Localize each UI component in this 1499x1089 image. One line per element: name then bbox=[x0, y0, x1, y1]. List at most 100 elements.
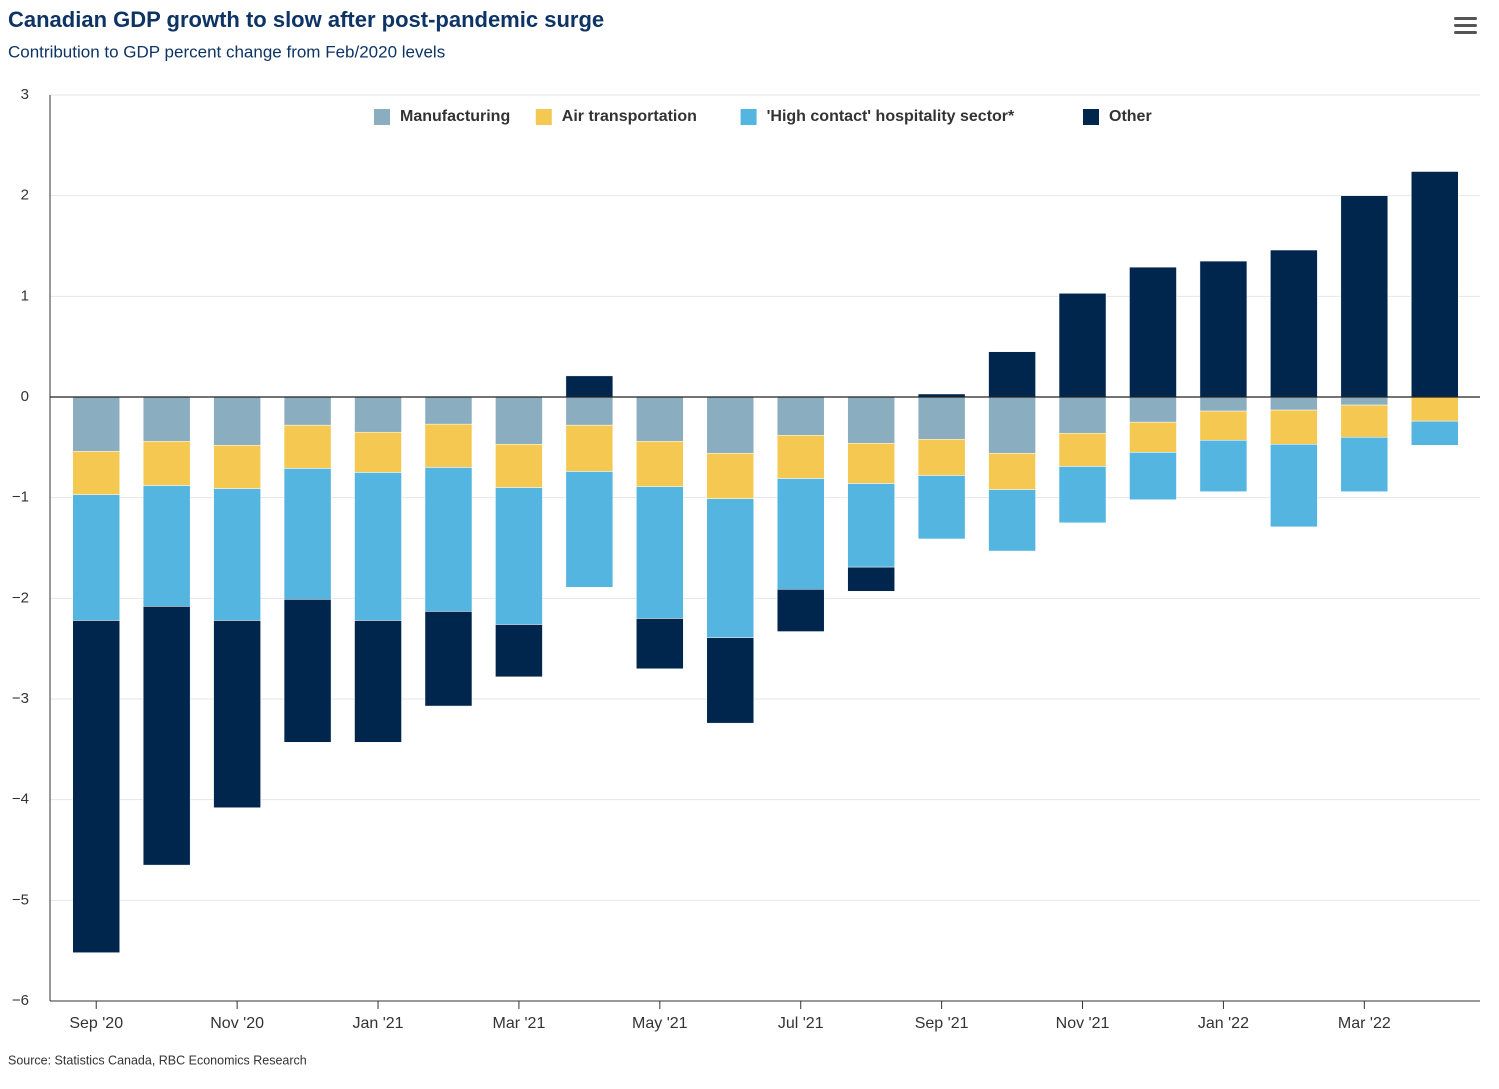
y-tick-label: 1 bbox=[21, 287, 29, 304]
bar-segment bbox=[495, 624, 543, 678]
x-tick-label: Mar '22 bbox=[1338, 1015, 1391, 1032]
bar-segment bbox=[72, 620, 120, 953]
bar-segment bbox=[917, 439, 966, 476]
x-tick-label: Jan '22 bbox=[1198, 1015, 1249, 1032]
bar-segment bbox=[283, 599, 332, 743]
y-tick-label: −6 bbox=[12, 992, 29, 1009]
bar-segment bbox=[1199, 396, 1248, 412]
bar-segment bbox=[706, 396, 755, 454]
x-tick-label: Jul '21 bbox=[778, 1015, 824, 1032]
bar-segment bbox=[706, 498, 755, 638]
bar-segment bbox=[776, 589, 825, 632]
bar-segment bbox=[495, 444, 543, 488]
bar-segment bbox=[636, 618, 684, 670]
bar-segment bbox=[565, 471, 614, 588]
bar-segment bbox=[1270, 249, 1318, 398]
x-tick-label: Jan '21 bbox=[352, 1015, 403, 1032]
bar-segment bbox=[636, 396, 684, 442]
y-tick-label: −3 bbox=[12, 690, 29, 707]
x-tick-label: Nov '20 bbox=[210, 1015, 264, 1032]
bar-segment bbox=[776, 435, 825, 479]
bar-segment bbox=[847, 483, 895, 568]
legend-label: Air transportation bbox=[562, 108, 697, 125]
bar-segment bbox=[142, 396, 191, 442]
bar-segment bbox=[917, 475, 966, 540]
bar-segment bbox=[988, 489, 1036, 552]
bar-segment bbox=[1058, 432, 1107, 467]
legend-label: 'High contact' hospitality sector* bbox=[767, 108, 1015, 125]
bar-segment bbox=[424, 423, 473, 468]
y-tick-label: 2 bbox=[21, 187, 29, 204]
bar-segment bbox=[1270, 409, 1318, 445]
bar-segment bbox=[72, 494, 120, 621]
bar-segment bbox=[283, 424, 332, 469]
bar-segment bbox=[142, 441, 191, 486]
bar-segment bbox=[354, 431, 402, 473]
bar-segment bbox=[1129, 396, 1177, 423]
x-tick-label: May '21 bbox=[632, 1015, 688, 1032]
bar-segment bbox=[213, 445, 261, 489]
bar-segment bbox=[424, 611, 473, 707]
y-tick-label: 3 bbox=[21, 86, 29, 103]
bar-segment bbox=[1411, 420, 1459, 446]
bar-segment bbox=[565, 375, 614, 398]
menu-line bbox=[1454, 24, 1477, 27]
bar-segment bbox=[1199, 440, 1248, 492]
y-tick-label: −2 bbox=[12, 589, 29, 606]
bar-segment bbox=[706, 637, 755, 724]
bar-segment bbox=[142, 606, 191, 866]
bar-segment bbox=[1411, 171, 1459, 398]
bar-segment bbox=[354, 396, 402, 433]
bar-segment bbox=[1270, 444, 1318, 528]
bar-segment bbox=[495, 487, 543, 625]
bar-segment bbox=[565, 396, 614, 426]
source-note: Source: Statistics Canada, RBC Economics… bbox=[8, 1053, 307, 1067]
x-tick-label: Sep '20 bbox=[69, 1015, 123, 1032]
bar-segment bbox=[1058, 293, 1107, 398]
bar-segment bbox=[1340, 437, 1389, 492]
legend-swatch bbox=[374, 109, 390, 125]
y-tick-label: 0 bbox=[21, 388, 29, 405]
bar-segment bbox=[636, 441, 684, 487]
bar-segment bbox=[1270, 396, 1318, 411]
bar-segment bbox=[1199, 260, 1248, 398]
y-tick-label: −4 bbox=[12, 791, 29, 808]
y-tick-label: −5 bbox=[12, 891, 29, 908]
bar-segment bbox=[847, 443, 895, 484]
bar-segment bbox=[495, 396, 543, 445]
bar-segment bbox=[213, 488, 261, 621]
bar-segment bbox=[636, 486, 684, 619]
legend-swatch bbox=[535, 109, 552, 125]
bar-segment bbox=[776, 478, 825, 590]
bar-segment bbox=[1199, 410, 1248, 441]
bar-segment bbox=[847, 396, 895, 444]
bar-segment bbox=[1058, 396, 1107, 434]
bar-segment bbox=[1340, 396, 1389, 406]
bar-segment bbox=[988, 351, 1036, 398]
bar-segment bbox=[72, 451, 120, 495]
bar-segment bbox=[213, 620, 261, 808]
legend-label: Other bbox=[1109, 108, 1152, 125]
bar-segment bbox=[213, 396, 261, 446]
menu-button[interactable] bbox=[1450, 10, 1480, 38]
bar-segment bbox=[1340, 195, 1389, 398]
bar-segment bbox=[354, 620, 402, 743]
bar-segment bbox=[1058, 466, 1107, 524]
bar-segment bbox=[354, 472, 402, 621]
bar-segment bbox=[424, 396, 473, 425]
bar-segment bbox=[565, 424, 614, 472]
y-tick-label: −1 bbox=[12, 489, 29, 506]
chart-subtitle: Contribution to GDP percent change from … bbox=[8, 42, 445, 61]
bar-segment bbox=[988, 396, 1036, 454]
x-tick-label: Nov '21 bbox=[1056, 1015, 1110, 1032]
bar-segment bbox=[988, 453, 1036, 490]
bar-segment bbox=[847, 566, 895, 592]
chart-title: Canadian GDP growth to slow after post-p… bbox=[8, 7, 604, 32]
bar-segment bbox=[706, 453, 755, 499]
bar-segment bbox=[424, 467, 473, 612]
bar-segment bbox=[917, 396, 966, 440]
x-tick-label: Mar '21 bbox=[492, 1015, 545, 1032]
bar-segment bbox=[72, 396, 120, 452]
